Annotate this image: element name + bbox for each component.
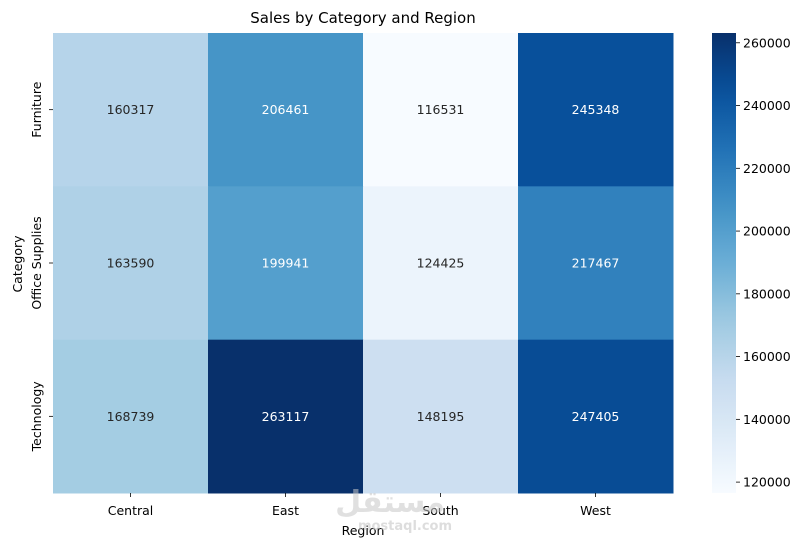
x-tick-label: East	[272, 503, 299, 518]
cell-value-label: 263117	[262, 409, 310, 424]
watermark-url: mostaql.com	[358, 519, 452, 534]
cell-value-label: 206461	[262, 102, 310, 117]
heatmap-cell	[518, 339, 674, 494]
colorbar-tick-label: 260000	[743, 35, 791, 50]
cell-value-label: 160317	[107, 102, 155, 117]
heatmap-cell	[53, 186, 209, 341]
colorbar-gradient	[712, 33, 736, 493]
heatmap-cell	[363, 339, 519, 494]
colorbar-tick-label: 240000	[743, 98, 791, 113]
x-axis-title: Region	[342, 523, 385, 538]
cell-value-label: 116531	[417, 102, 465, 117]
colorbar-tick-label: 160000	[743, 349, 791, 364]
cell-value-label: 148195	[417, 409, 465, 424]
y-tick-label: Furniture	[29, 81, 44, 137]
colorbar: 120000 140000 160000 180000 200000 220000 2400…	[712, 33, 791, 493]
heatmap-cell	[208, 339, 364, 494]
cell-value-label: 163590	[107, 256, 155, 271]
colorbar-tick-label: 180000	[743, 286, 791, 301]
cell-value-label: 245348	[572, 102, 620, 117]
heatmap-cell	[363, 33, 519, 187]
x-axis: Central East South West	[108, 493, 611, 518]
cell-value-label: 217467	[572, 256, 620, 271]
watermark-logo: مستقل	[335, 485, 445, 520]
chart-title: Sales by Category and Region	[250, 9, 475, 27]
y-axis-title: Category	[10, 235, 25, 293]
heatmap-cell	[518, 33, 674, 187]
y-tick-label: Office Supplies	[29, 216, 44, 309]
heatmap-cell	[208, 186, 364, 341]
cell-value-label: 168739	[107, 409, 155, 424]
heatmap-cell	[363, 186, 519, 341]
cell-value-label: 124425	[417, 256, 465, 271]
heatmap-cell	[53, 33, 209, 187]
colorbar-tick-label: 140000	[743, 412, 791, 427]
colorbar-tick-label: 200000	[743, 224, 791, 239]
y-axis: Furniture Office Supplies Technology	[29, 81, 53, 452]
cell-value-label: 199941	[262, 256, 310, 271]
x-tick-label: Central	[108, 503, 154, 518]
heatmap-cell	[208, 33, 364, 187]
watermark: مستقل mostaql.com	[335, 485, 452, 534]
heatmap-cells: 160317 206461 116531 245348 163590 199941 1244…	[53, 33, 674, 494]
x-tick-label: West	[580, 503, 611, 518]
y-tick-label: Technology	[29, 381, 44, 453]
cell-value-label: 247405	[572, 409, 620, 424]
colorbar-tick-label: 220000	[743, 161, 791, 176]
x-tick-label: South	[422, 503, 458, 518]
heatmap-cell	[53, 339, 209, 494]
heatmap-cell	[518, 186, 674, 341]
colorbar-tick-label: 120000	[743, 475, 791, 490]
